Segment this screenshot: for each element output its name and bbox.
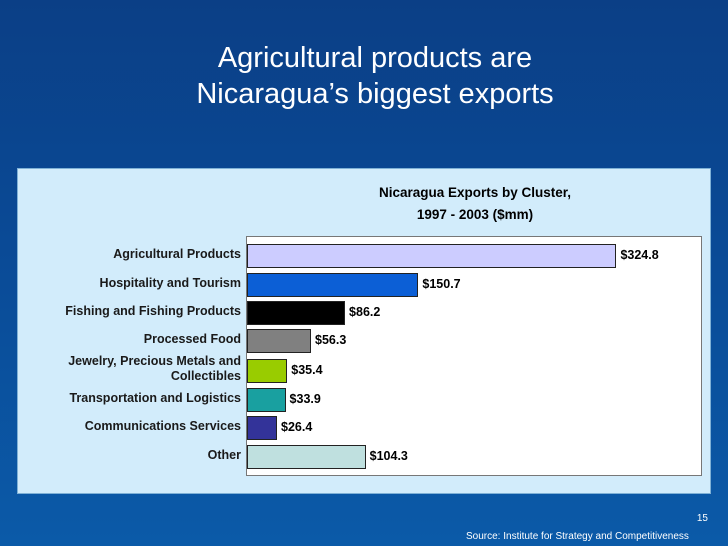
source-note: Source: Institute for Strategy and Compe… [466, 531, 689, 542]
bar [247, 416, 278, 440]
bar [247, 244, 617, 268]
value-label: $35.4 [291, 363, 323, 377]
slide-title-line-2: Nicaragua’s biggest exports [196, 78, 554, 110]
bar [247, 273, 419, 297]
value-label: $26.4 [281, 420, 313, 434]
value-label: $150.7 [422, 277, 461, 291]
chart-title: Nicaragua Exports by Cluster, 1997 - 200… [330, 182, 620, 226]
category-label: Other [207, 447, 241, 462]
bar [247, 388, 286, 412]
category-label: Processed Food [143, 331, 241, 346]
value-label: $104.3 [369, 449, 408, 463]
bar [247, 329, 312, 353]
chart-title-line-1: Nicaragua Exports by Cluster, [378, 185, 572, 200]
category-label: Jewelry, Precious Metals and Collectible… [68, 354, 241, 383]
slide-title: Agricultural products are Nicaragua’s bi… [140, 40, 610, 112]
category-label: Hospitality and Tourism [99, 275, 241, 290]
value-label: $324.8 [620, 248, 659, 262]
bar [247, 445, 366, 469]
slide-title-line-1: Agricultural products are [217, 42, 533, 74]
chart-subtitle: 1997 - 2003 ($mm) [416, 207, 534, 222]
value-label: $33.9 [289, 392, 321, 406]
bar [247, 359, 288, 383]
plot-area [246, 236, 702, 476]
value-label: $56.3 [315, 333, 347, 347]
category-label: Communications Services [84, 418, 241, 433]
value-label: $86.2 [349, 305, 381, 319]
page-number: 15 [696, 513, 708, 524]
category-label: Agricultural Products [113, 246, 241, 261]
bar [247, 301, 346, 325]
category-label: Fishing and Fishing Products [65, 303, 241, 318]
category-label: Transportation and Logistics [69, 390, 241, 405]
